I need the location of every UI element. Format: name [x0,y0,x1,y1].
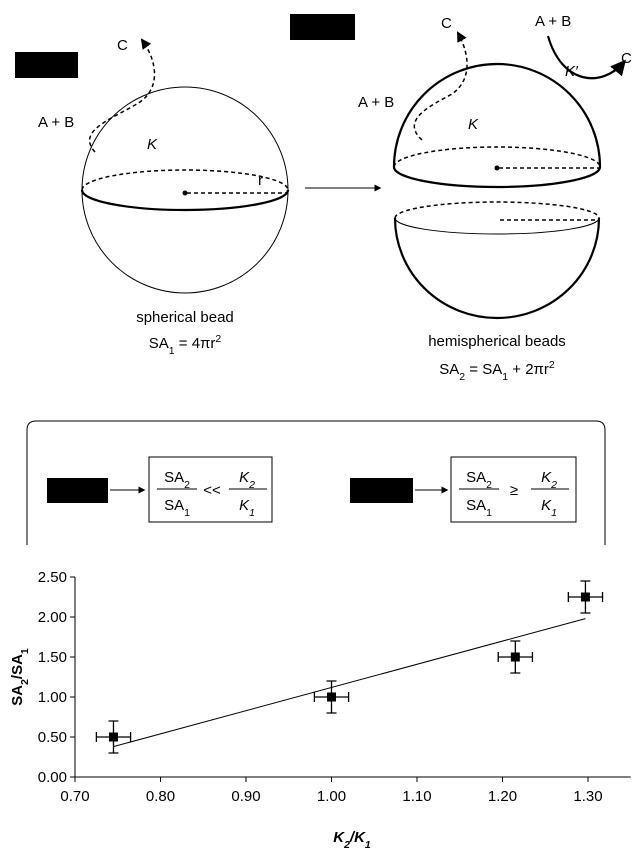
center-dot [183,191,188,196]
x-tick-label: 1.00 [317,788,346,805]
reactants: A + B [38,114,74,131]
x-tick-label: 1.30 [573,788,602,805]
rate-constant: K′ [565,63,579,80]
text-part: SA [439,361,459,378]
numerator: SA2 [164,469,190,491]
denominator: SA1 [466,497,492,519]
y-tick-label: 2.50 [38,569,67,586]
text-part: SA [9,685,26,706]
y-tick-label: 0.50 [38,729,67,746]
caption: spherical bead [136,309,234,326]
product: C [621,50,632,67]
reactants: A + B [358,94,394,111]
path-label: path a [55,483,98,500]
text-part: 1 [249,507,255,519]
text-part: /SA [9,654,26,679]
x-tick-label: 0.90 [231,788,260,805]
text-part: SA [164,469,184,486]
bottom-rim-back [395,202,599,218]
denominator: K1 [541,497,557,519]
numerator: K2 [541,469,557,491]
y-tick-label: 2.00 [38,609,67,626]
path-label: path b [300,20,343,37]
text-part: 1 [551,507,557,519]
text-part: 1 [365,839,371,848]
reactants: A + B [535,13,571,30]
point [581,593,590,602]
path-a-arrow [90,40,155,152]
operator: << [203,482,221,499]
point [511,653,520,662]
text-part: SA [466,469,486,486]
formula: SA2 = SA1 + 2πr2 [439,359,555,383]
text-part: 1 [486,507,492,519]
page: path apath bCA + BKrspherical beadSA1 = … [0,0,634,848]
center-dot [495,166,500,171]
text-part: + 2πr [508,361,549,378]
numerator: SA2 [466,469,492,491]
x-tick-label: 1.10 [402,788,431,805]
x-axis-label: K2/K1 [333,829,371,848]
rate-constant: K [147,136,158,153]
y-axis-label: SA2/SA1 [9,648,31,706]
path-label: path a [24,58,67,75]
path-b-outer-arrow [548,36,624,78]
x-tick-label: 0.70 [60,788,89,805]
text-part: = SA [465,361,502,378]
text-part: /K [349,829,366,846]
operator: ≥ [510,482,518,499]
text-part: 1 [184,507,190,519]
product: C [441,15,452,32]
sphere-outline [82,87,288,293]
x-tick-label: 0.80 [146,788,175,805]
text-part: SA [164,497,184,514]
y-tick-label: 1.50 [38,649,67,666]
bottom-rim-front [395,218,599,234]
caption: hemispherical beads [428,333,566,350]
x-tick-label: 1.20 [488,788,517,805]
bottom-bowl [395,218,599,318]
top-rim-back [394,147,600,167]
y-tick-label: 1.00 [38,689,67,706]
rate-constant: K [468,116,479,133]
point [109,733,118,742]
radius-label: r [258,172,263,189]
text-part: 1 [19,648,31,654]
point [327,693,336,702]
denominator: SA1 [164,497,190,519]
text-part: 2 [549,359,555,371]
numerator: K2 [239,469,255,491]
panel [27,421,605,545]
path-label: path b [359,483,402,500]
text-part: SA [466,497,486,514]
text-part: 2 [215,333,221,345]
trendline [113,619,585,747]
product: C [117,37,128,54]
formula: SA1 = 4πr2 [149,333,222,357]
path-b-inner-arrow [414,33,467,140]
denominator: K1 [239,497,255,519]
text-part: SA [149,335,169,352]
text-part: = 4πr [175,335,216,352]
y-tick-label: 0.00 [38,769,67,786]
